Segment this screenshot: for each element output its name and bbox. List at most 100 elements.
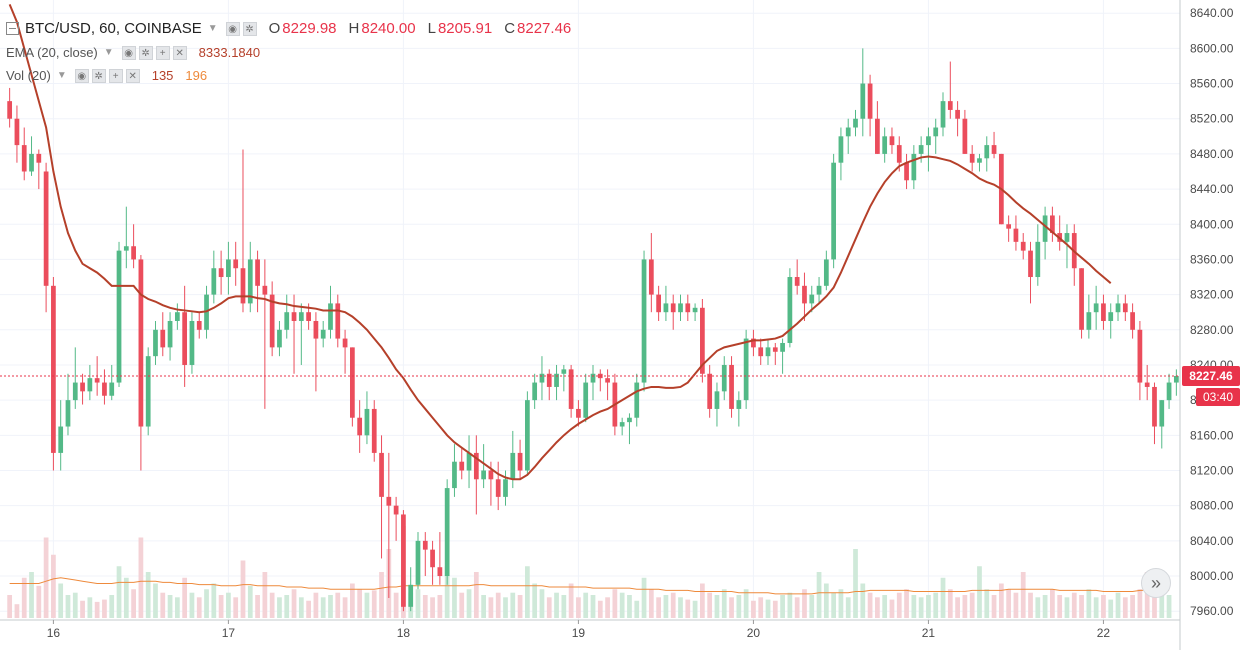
volume-bar [510,592,516,618]
volume-bar [1166,595,1172,618]
candle-body [277,329,282,348]
volume-bar [1050,589,1055,618]
volume-bar [962,595,968,618]
volume-label[interactable]: Vol (20) [6,68,51,83]
volume-bar [940,577,946,618]
candle-body [196,320,202,330]
y-tick-label: 8000.00 [1190,569,1234,583]
candle-body [145,356,151,427]
volume-bar [1035,597,1041,618]
volume-bar [794,597,800,618]
volume-bar [816,572,822,618]
chevron-down-icon[interactable]: ▼ [103,47,114,58]
open-value: 8229.98 [282,20,337,37]
close-icon[interactable]: ✕ [125,68,140,83]
volume-bar [867,592,873,618]
candle-body [1130,312,1135,330]
volume-bar [7,595,13,618]
volume-bar [1028,592,1033,618]
last-price-value: 8227.46 [1189,369,1233,383]
candle-body [700,307,705,374]
volume-bar [1013,592,1019,618]
volume-bar [546,597,552,618]
volume-bar [787,592,793,618]
volume-bar [576,597,581,618]
y-tick-label: 8120.00 [1190,463,1234,477]
y-tick-label: 8320.00 [1190,288,1234,302]
volume-bar [532,583,538,618]
candle-body [984,145,990,159]
candle-body [765,347,771,357]
volume-ma-value: 196 [185,68,208,83]
gear-icon[interactable]: ✲ [91,68,106,83]
volume-bar [211,583,217,618]
volume-bar [1115,592,1121,618]
volume-bar [721,589,727,618]
volume-bar [729,597,734,618]
volume-bar [298,597,304,618]
candle-body [736,400,742,409]
fast-forward-icon[interactable]: » [1141,568,1171,598]
volume-bar [123,577,129,618]
chevron-down-icon[interactable]: ▼ [56,70,67,81]
y-tick-label: 8640.00 [1190,6,1234,20]
candle-body [51,285,56,453]
y-tick-label: 8040.00 [1190,534,1234,548]
candle-body [109,382,115,396]
candle-body [845,127,851,137]
volume-ma-series [9,577,1170,595]
candle-body [401,514,406,607]
eye-icon[interactable]: ◉ [225,21,240,36]
y-tick-label: 8560.00 [1190,77,1234,91]
candle-body [1028,250,1033,278]
eye-icon[interactable]: ◉ [74,68,89,83]
collapse-icon[interactable] [6,22,19,35]
price-axis[interactable]: 7960.00 8000.00 8040.00 8080.00 8120.00 8160.… [1190,6,1234,618]
symbol-title[interactable]: BTC/USD, 60, COINBASE [25,20,202,37]
candle-body [904,162,909,181]
ema-label[interactable]: EMA (20, close) [6,45,98,60]
candle-body [823,259,829,286]
candle-body [1086,312,1092,330]
gear-icon[interactable]: ✲ [242,21,257,36]
gear-icon[interactable]: ✲ [138,45,153,60]
candle-body [43,171,49,286]
time-axis[interactable]: 16 17 18 19 20 21 22 [47,620,1111,640]
volume-bar [955,597,960,618]
volume-bar [998,583,1004,618]
candle-body [58,426,64,453]
candle-body [962,118,968,154]
y-tick-label: 8080.00 [1190,499,1234,513]
volume-bar [882,595,888,618]
volume-bar [663,595,669,618]
candle-body [379,452,384,497]
volume-bar [1122,597,1128,618]
volume-bar [328,595,333,618]
volume-bar [634,600,640,618]
candle-body [809,294,815,304]
volume-bar [605,597,610,618]
eye-icon[interactable]: ◉ [121,45,136,60]
plus-icon[interactable]: + [155,45,170,60]
candle-body [1042,215,1048,242]
plus-icon[interactable]: + [108,68,123,83]
volume-bar [131,589,136,618]
candle-body [714,391,720,409]
volume-bars [7,526,1172,618]
volume-bar [554,592,559,618]
volume-bar [641,577,647,618]
candle-body [306,312,311,321]
volume-bar [1137,589,1143,618]
candle-body [590,373,596,383]
volume-bar [102,599,107,618]
last-price-tag: 8227.46 03:40 [1182,365,1240,406]
chevron-down-icon[interactable]: ▼ [207,23,218,34]
volume-bar [51,554,56,618]
candle-body [1093,303,1099,313]
close-icon[interactable]: ✕ [172,45,187,60]
candle-body [634,382,640,418]
candle-body [568,369,574,409]
candle-body [605,378,610,383]
candle-body [87,378,93,392]
